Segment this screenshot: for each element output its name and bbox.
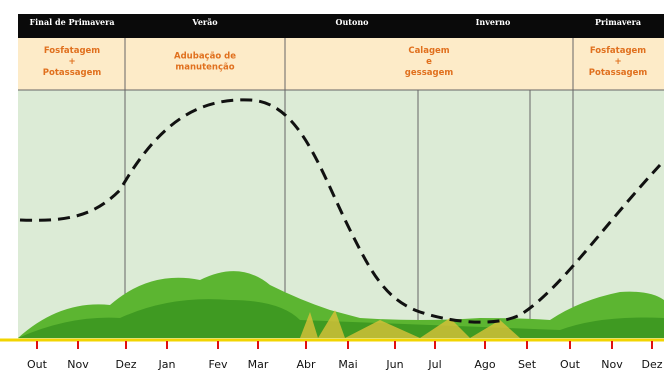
season-label: Verão — [191, 17, 218, 27]
practice-band — [18, 38, 664, 90]
practice-label: e — [426, 57, 432, 67]
practice-label: Fosfatagem — [590, 46, 646, 56]
month-label: Dez — [641, 358, 662, 371]
month-label: Jun — [385, 358, 403, 371]
month-label: Mai — [338, 358, 357, 371]
month-label: Set — [518, 358, 537, 371]
practice-label: Adubação de — [174, 52, 236, 62]
month-label: Out — [560, 358, 581, 371]
practice-label: + — [68, 57, 75, 67]
season-label: Inverno — [476, 17, 511, 27]
practice-label: Potassagem — [589, 68, 648, 78]
practice-label: + — [614, 57, 621, 67]
month-label: Nov — [601, 358, 623, 371]
practice-label: Potassagem — [43, 68, 102, 78]
month-label: Nov — [67, 358, 89, 371]
month-label: Mar — [248, 358, 269, 371]
practice-label: manutenção — [175, 63, 234, 73]
month-label: Fev — [208, 358, 227, 371]
calendar-diagram: Final de Primavera Verão Outono Inverno Prim… — [0, 0, 664, 374]
practice-label: Fosfatagem — [44, 46, 100, 56]
practice-label: Calagem — [408, 46, 449, 56]
practice-label: gessagem — [405, 68, 454, 78]
season-label: Outono — [336, 17, 370, 27]
month-label: Ago — [474, 358, 496, 371]
page: {"seasons": ["Final de Primavera", "Verã… — [0, 0, 664, 374]
month-label: Dez — [115, 358, 136, 371]
season-label: Final de Primavera — [29, 17, 114, 27]
month-label: Jul — [427, 358, 441, 371]
month-label: Out — [27, 358, 48, 371]
month-label: Abr — [296, 358, 316, 371]
season-label: Primavera — [595, 17, 641, 27]
month-label: Jan — [158, 358, 176, 371]
